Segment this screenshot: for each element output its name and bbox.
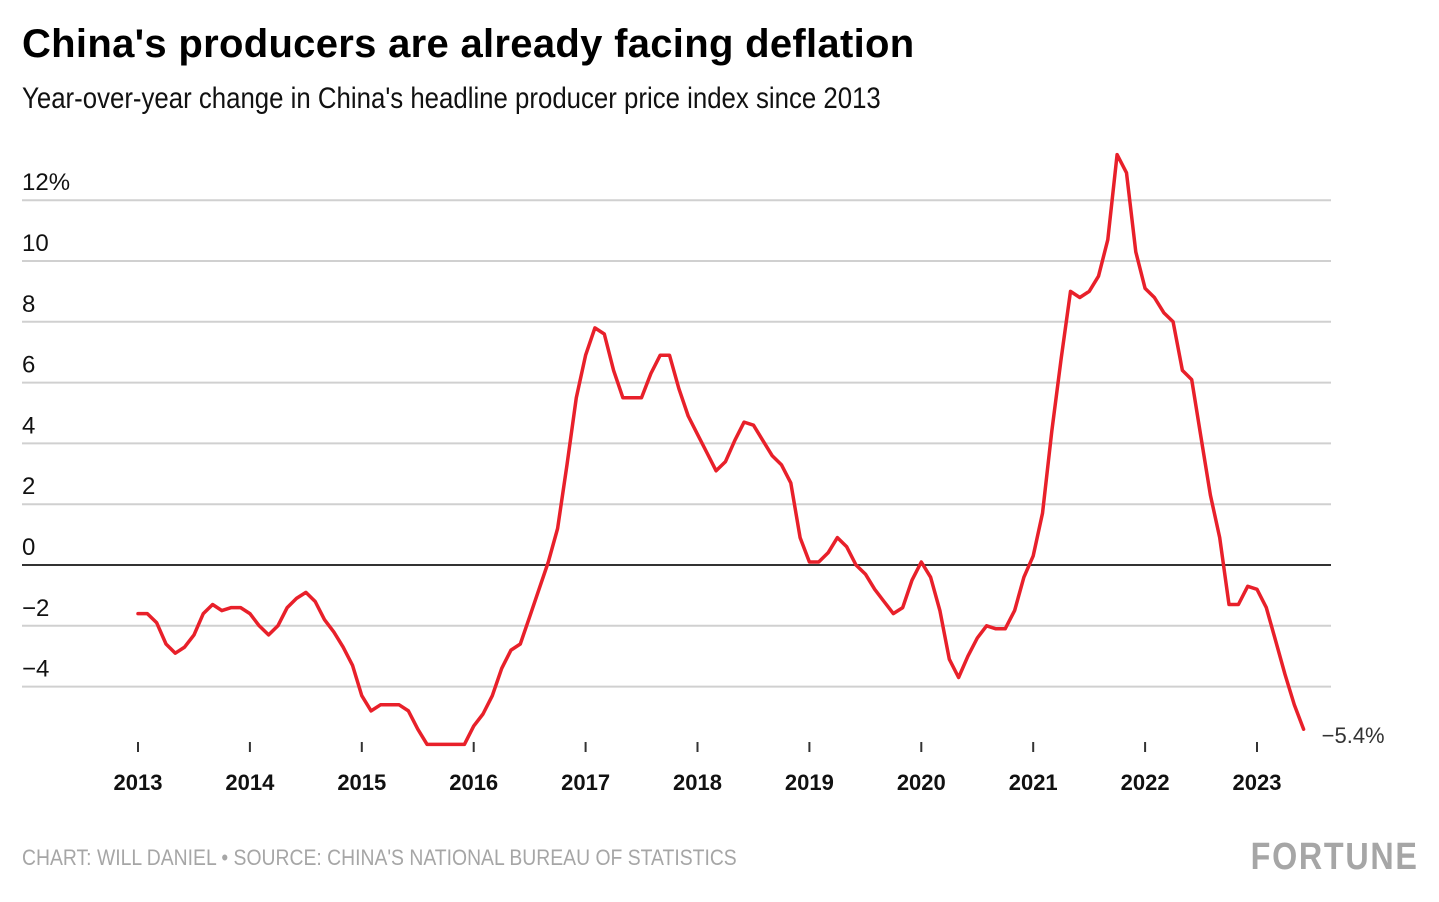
chart-title: China's producers are already facing def… [22, 22, 915, 66]
ppi-series-line [136, 152, 1306, 747]
y-tick-label: 4 [22, 412, 35, 439]
x-tick-label: 2021 [1009, 770, 1058, 795]
source-credit: CHART: WILL DANIEL • SOURCE: CHINA'S NAT… [22, 845, 737, 870]
y-tick-label: 6 [22, 352, 35, 379]
y-tick-label: 8 [22, 291, 35, 318]
x-tick-label: 2019 [785, 770, 834, 795]
x-tick-label: 2022 [1121, 770, 1170, 795]
y-tick-label: 0 [22, 534, 35, 561]
gridlines [22, 199, 1331, 688]
x-tick-label: 2017 [561, 770, 610, 795]
y-axis: −4 −2 0 2 4 6 8 10 12% [22, 169, 70, 682]
x-tick-label: 2023 [1233, 770, 1282, 795]
y-tick-label: 10 [22, 230, 49, 257]
series-layer [136, 152, 1306, 747]
x-tick-label: 2016 [449, 770, 498, 795]
annotations: −5.4% [1322, 723, 1385, 748]
y-tick-label: 2 [22, 473, 35, 500]
x-tick-label: 2014 [225, 770, 275, 795]
x-axis: 2013 2014 2015 2016 2017 2018 2019 2020 2021 2022… [114, 742, 1282, 795]
y-tick-label: −4 [22, 656, 49, 683]
y-tick-label: 12% [22, 169, 70, 196]
x-tick-label: 2020 [897, 770, 946, 795]
fortune-logo: FORTUNE [1250, 836, 1419, 878]
chart-subtitle: Year-over-year change in China's headlin… [22, 82, 881, 115]
end-value-label: −5.4% [1322, 723, 1385, 748]
x-tick-label: 2018 [673, 770, 722, 795]
x-tick-label: 2013 [114, 770, 163, 795]
y-tick-label: −2 [22, 595, 49, 622]
x-tick-label: 2015 [337, 770, 386, 795]
